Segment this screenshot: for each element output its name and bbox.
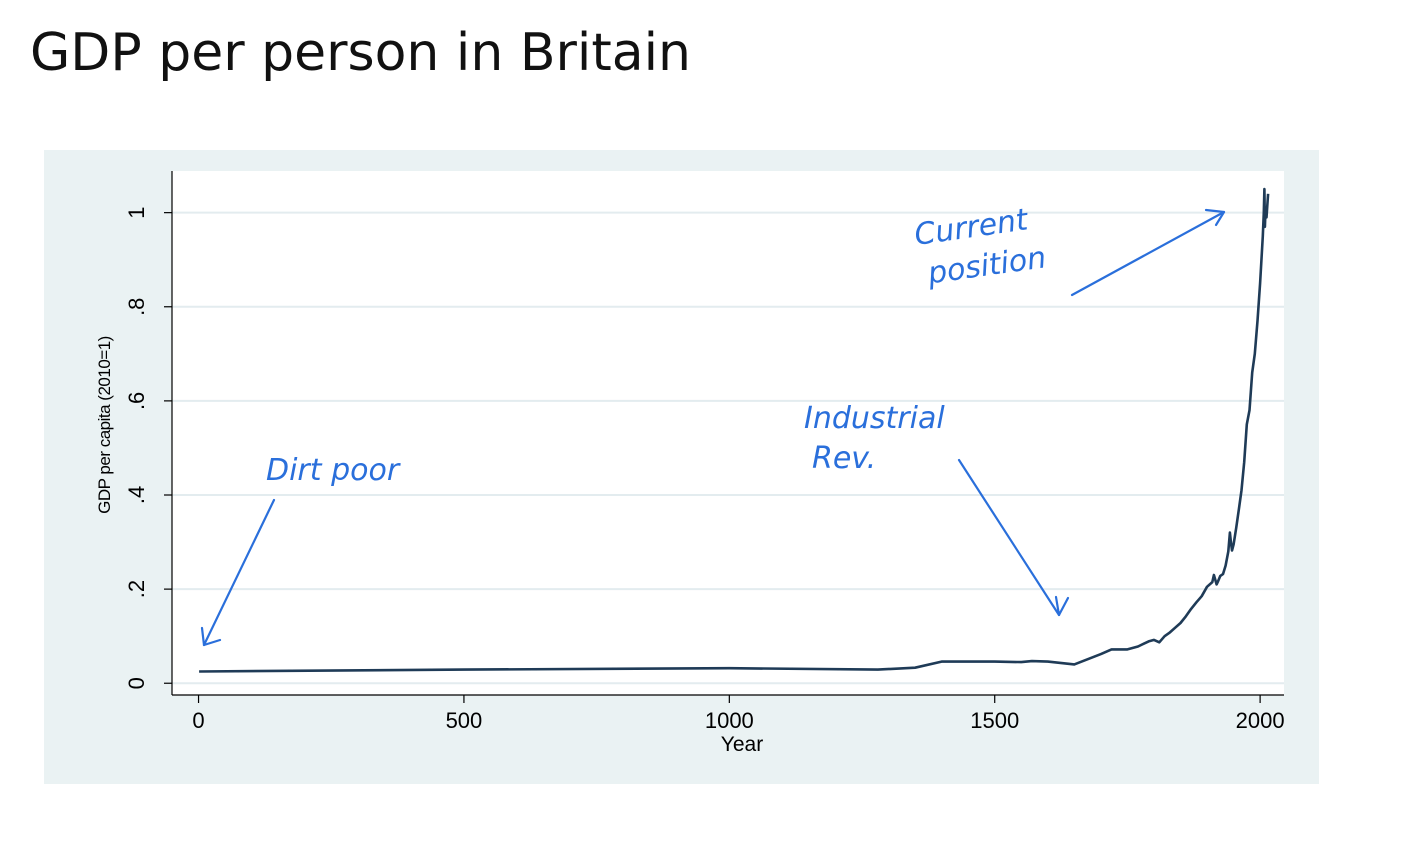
annotation-industrial-rev-line-1: Rev. — [812, 441, 876, 476]
gdp-line-chart: 0 .2 .4 .6 .8 1 0 500 1000 1500 2000 Year GDP per ca… — [95, 171, 1285, 756]
plot-area — [172, 171, 1284, 695]
annotation-dirt-poor-arrowhead — [200, 626, 222, 647]
slide-title: GDP per person in Britain — [30, 23, 691, 83]
x-axis-title: Year — [721, 733, 763, 756]
x-tick-label-1: 500 — [446, 708, 483, 733]
annotation-industrial-rev-line-0: Industrial — [804, 401, 945, 436]
y-tick-label-4: .8 — [124, 298, 149, 316]
x-tick-label-2: 1000 — [705, 708, 754, 733]
axes: 0 .2 .4 .6 .8 1 0 500 1000 1500 2000 Year GDP per ca… — [95, 171, 1285, 756]
annotation-industrial-rev: Industrial Rev. — [804, 401, 1070, 617]
y-tick-label-1: .2 — [124, 580, 149, 598]
annotation-current-position-arrowhead — [1204, 208, 1226, 227]
x-tick-label-4: 2000 — [1236, 708, 1285, 733]
y-axis-title: GDP per capita (2010=1) — [95, 336, 114, 514]
annotation-industrial-rev-arrowhead — [1054, 595, 1070, 617]
gridlines — [172, 171, 1284, 695]
annotation-industrial-rev-arrow — [957, 458, 1061, 617]
annotation-dirt-poor: Dirt poor — [200, 453, 401, 647]
y-tick-label-3: .6 — [124, 392, 149, 410]
series-layer — [199, 187, 1270, 673]
annotation-dirt-poor-line-0: Dirt poor — [266, 453, 401, 488]
y-tick-label-0: 0 — [124, 677, 149, 689]
y-tick-label-2: .4 — [124, 486, 149, 504]
chart-panel: 0 .2 .4 .6 .8 1 0 500 1000 1500 2000 Year GDP per ca… — [44, 150, 1319, 784]
annotation-current-position-arrow — [1070, 210, 1226, 297]
y-tick-label-5: 1 — [124, 207, 149, 219]
annotation-dirt-poor-arrow — [202, 498, 276, 647]
series-line-0 — [199, 187, 1270, 673]
x-tick-label-3: 1500 — [970, 708, 1019, 733]
x-tick-label-0: 0 — [192, 708, 204, 733]
